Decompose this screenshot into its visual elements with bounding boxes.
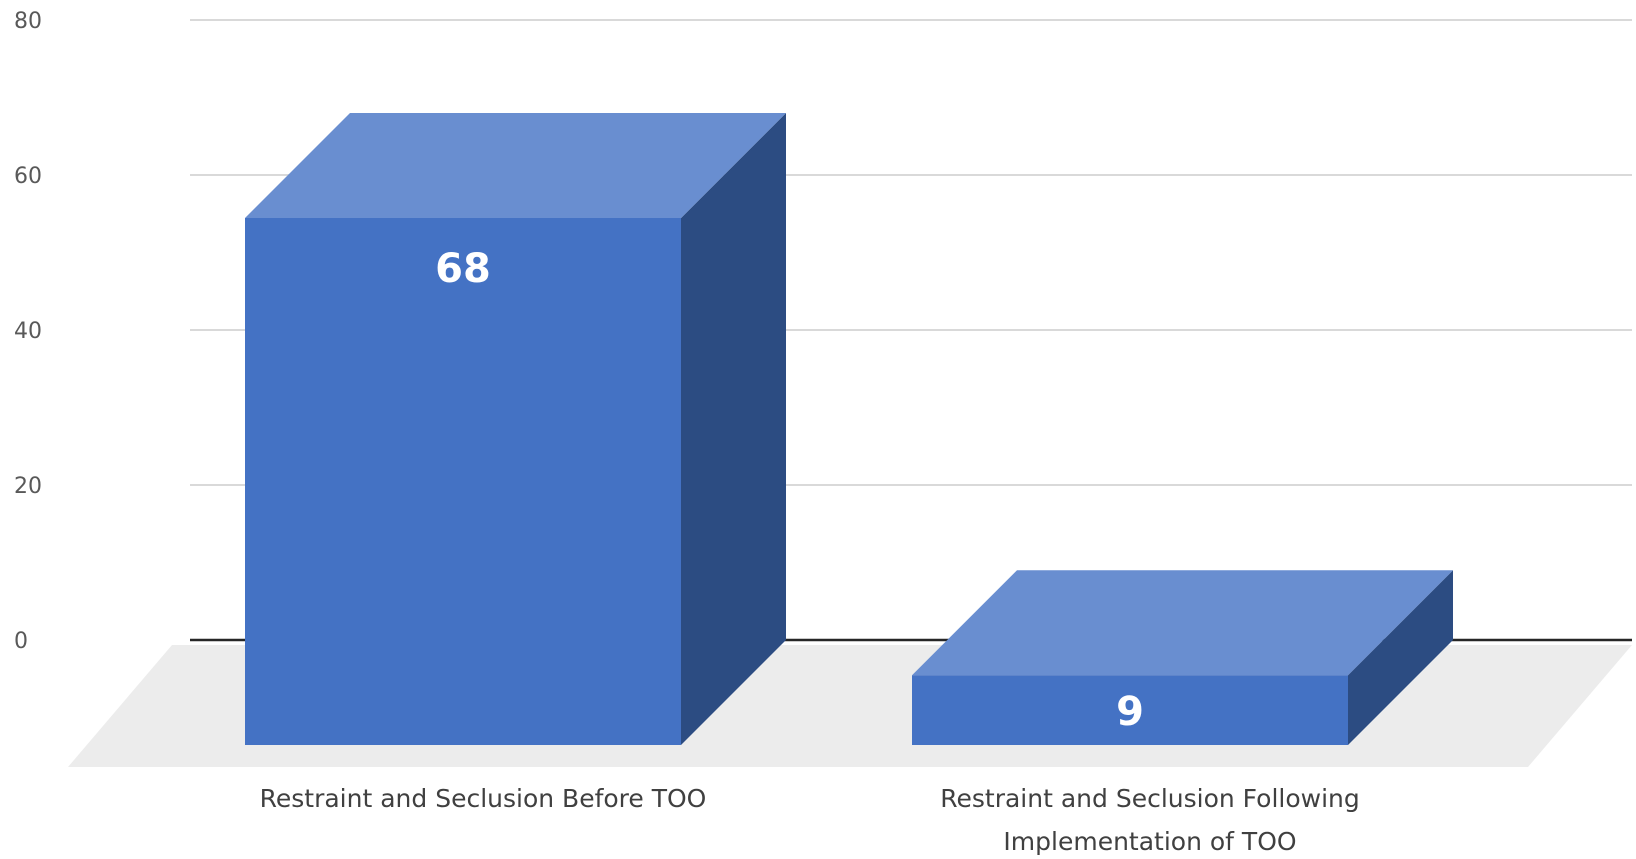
y-tick-label: 40 xyxy=(14,319,42,344)
bar-top-face xyxy=(912,570,1453,676)
bar-side-face xyxy=(1348,570,1453,745)
y-tick-label: 80 xyxy=(14,9,42,34)
x-axis-categories: Restraint and Seclusion Before TOO Restra… xyxy=(260,784,1360,856)
bar-1 xyxy=(245,113,786,745)
x-category-label: Implementation of TOO xyxy=(1003,827,1296,856)
bar-side-face xyxy=(681,113,786,745)
bar-2 xyxy=(912,570,1453,745)
data-label: 68 xyxy=(435,246,491,292)
data-labels: 68 9 xyxy=(435,246,1144,735)
y-axis-ticks: 0 20 40 60 80 xyxy=(14,9,42,654)
bar-front-face xyxy=(245,218,681,745)
bar-top-face xyxy=(245,113,786,218)
y-tick-label: 20 xyxy=(14,474,42,499)
bars xyxy=(245,113,1453,745)
data-label: 9 xyxy=(1116,689,1144,735)
x-category-label: Restraint and Seclusion Following xyxy=(940,784,1360,813)
y-tick-label: 0 xyxy=(14,629,28,654)
bar-front-face xyxy=(912,675,1348,745)
y-tick-label: 60 xyxy=(14,164,42,189)
x-category-label: Restraint and Seclusion Before TOO xyxy=(260,784,707,813)
